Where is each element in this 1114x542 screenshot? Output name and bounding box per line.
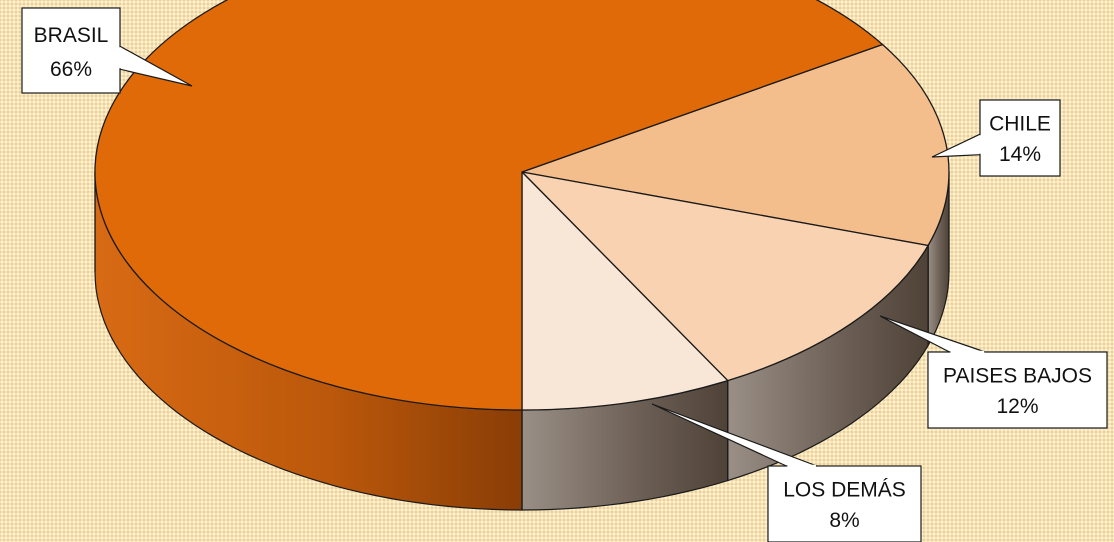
slice-value-label: 8% <box>829 509 859 532</box>
slice-label: PAISES BAJOS <box>943 364 1092 387</box>
callout-los-dem-s: LOS DEMÁS 8% <box>651 403 922 542</box>
slice-value-label: 12% <box>996 395 1038 418</box>
callout-chile: CHILE 14% <box>931 99 1061 177</box>
callout-paises-bajos: PAISES BAJOS 12% <box>879 315 1108 429</box>
pie-slice-chile <box>519 43 950 247</box>
slice-label: CHILE <box>989 112 1051 135</box>
slice-label: BRASIL <box>34 24 109 47</box>
pie-slice-paises-bajos <box>520 170 930 382</box>
pie-slice-brasil <box>94 0 884 411</box>
pie-slice-los-dem-s <box>521 170 729 411</box>
callout-brasil: BRASIL 66% <box>21 7 193 94</box>
slice-label: LOS DEMÁS <box>783 478 906 501</box>
callout-box <box>21 7 121 94</box>
callout-box <box>927 351 1108 429</box>
callout-box <box>767 465 922 542</box>
slice-value-label: 14% <box>999 143 1041 166</box>
slice-value-label: 66% <box>50 58 92 81</box>
